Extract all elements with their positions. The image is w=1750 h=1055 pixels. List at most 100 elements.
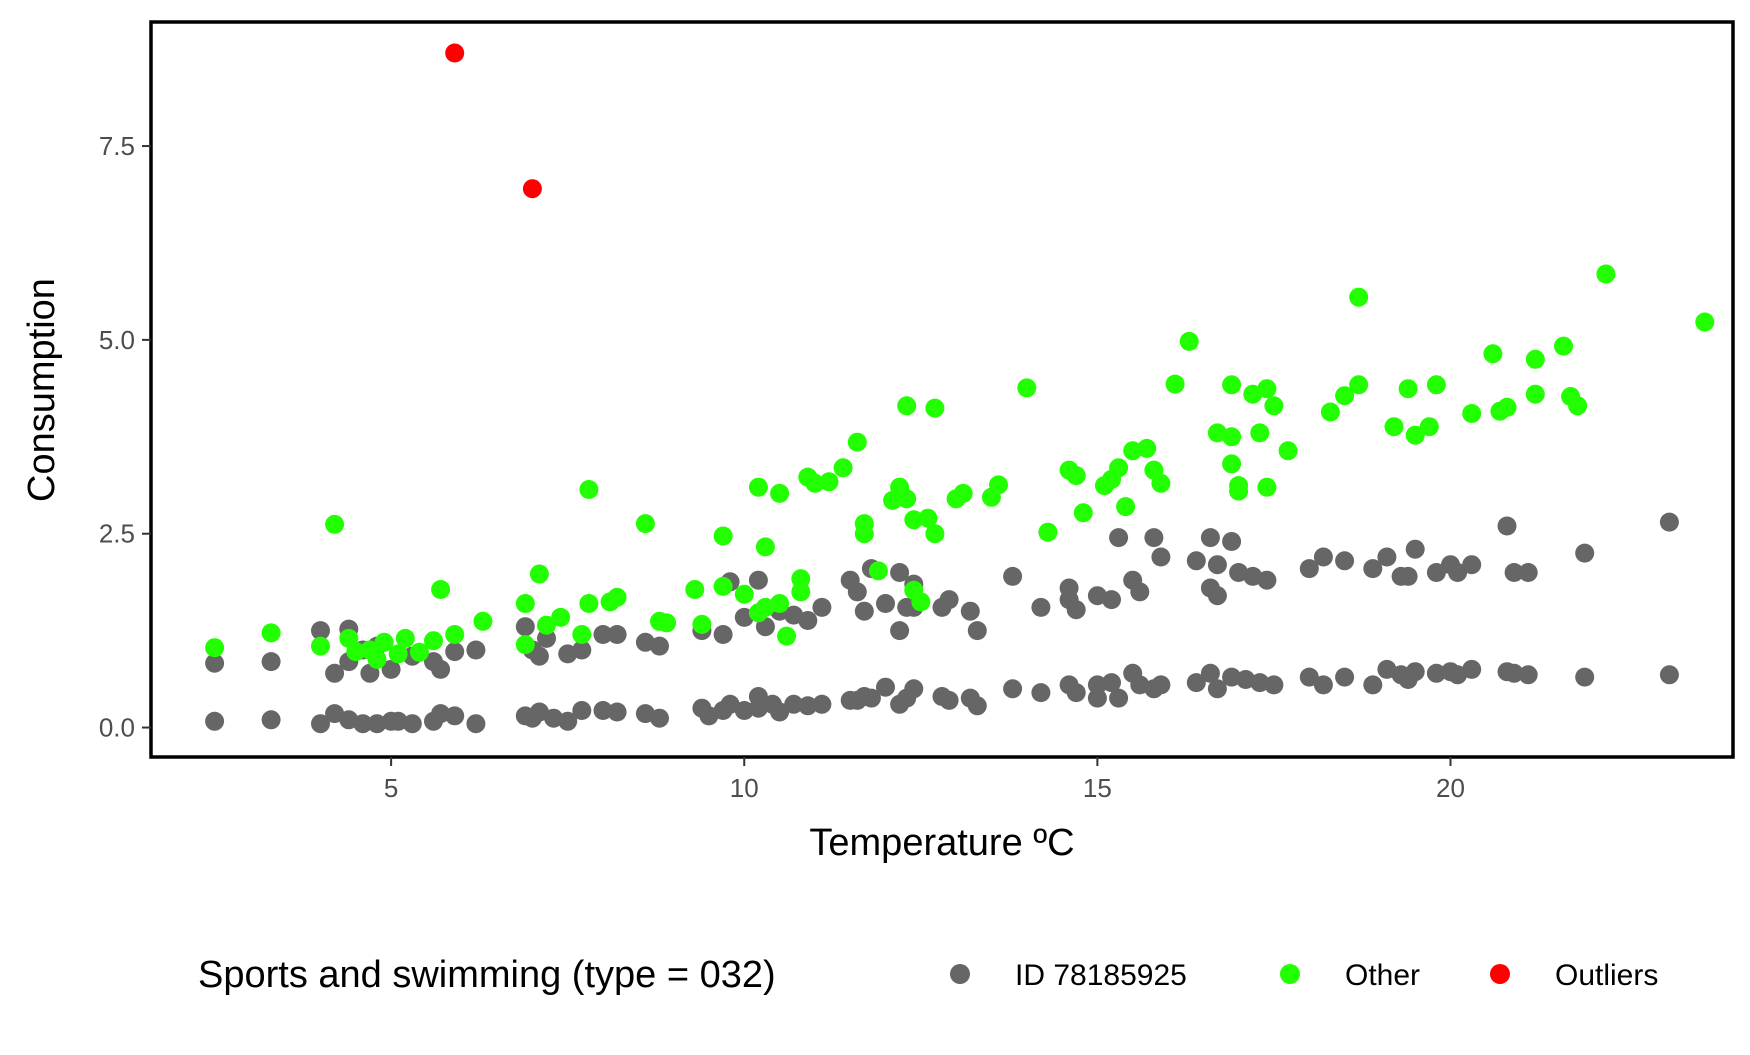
- data-point: [798, 611, 818, 630]
- data-point: [713, 625, 733, 644]
- data-point: [1483, 344, 1503, 364]
- data-point: [1151, 675, 1171, 695]
- data-point: [579, 594, 599, 613]
- data-point: [1087, 675, 1107, 695]
- legend-label-id-78185925: ID 78185925: [1015, 959, 1187, 992]
- data-point: [360, 663, 380, 683]
- data-point: [261, 623, 281, 643]
- data-point: [1518, 563, 1538, 582]
- data-point: [1659, 665, 1679, 685]
- data-point: [812, 597, 832, 617]
- data-point: [1123, 441, 1143, 461]
- data-point: [1405, 539, 1425, 559]
- data-point: [1695, 312, 1715, 332]
- data-point: [1102, 673, 1121, 693]
- legend-title: Sports and swimming (type = 032): [198, 954, 776, 996]
- data-point: [473, 611, 493, 631]
- data-point: [890, 621, 910, 641]
- data-point: [833, 458, 853, 478]
- data-point: [1596, 264, 1616, 284]
- data-point: [381, 659, 401, 679]
- data-point: [1426, 375, 1446, 395]
- legend-key-id-78185925: [950, 964, 970, 984]
- data-point: [1525, 384, 1545, 404]
- data-point: [205, 638, 225, 658]
- x-axis-title: Temperature ºC: [809, 822, 1074, 864]
- data-point: [205, 711, 225, 731]
- legend-label-outliers: Outliers: [1555, 959, 1658, 992]
- data-point: [431, 580, 451, 599]
- data-point: [720, 694, 740, 714]
- data-point: [1038, 522, 1058, 542]
- data-point: [311, 636, 330, 656]
- data-point: [1448, 563, 1468, 582]
- x-axis: 5 10 15 20: [384, 757, 1465, 803]
- y-tick-label: 5.0: [99, 325, 135, 355]
- data-point: [1250, 673, 1270, 693]
- data-point: [1313, 547, 1333, 567]
- data-point: [847, 432, 867, 452]
- data-point: [515, 617, 535, 637]
- y-axis: 0.0 2.5 5.0 7.5: [99, 131, 151, 743]
- data-point: [1299, 667, 1319, 687]
- data-point: [1151, 473, 1171, 493]
- data-point: [325, 704, 345, 724]
- data-point: [1363, 559, 1383, 579]
- data-point: [1257, 570, 1277, 590]
- data-point: [1504, 663, 1524, 683]
- data-point: [1462, 659, 1482, 679]
- data-point: [960, 601, 980, 621]
- data-point: [939, 590, 959, 610]
- data-point: [868, 561, 888, 581]
- data-point: [770, 702, 790, 722]
- data-point: [445, 43, 465, 63]
- data-point: [1419, 417, 1439, 437]
- data-point: [748, 687, 768, 706]
- data-point: [1186, 673, 1206, 693]
- data-point: [515, 635, 535, 655]
- data-point: [819, 472, 839, 492]
- data-point: [1320, 402, 1340, 422]
- data-point: [1398, 566, 1418, 586]
- data-point: [522, 179, 542, 199]
- data-point: [1426, 563, 1446, 582]
- data-point: [409, 642, 429, 662]
- data-point: [325, 514, 345, 534]
- data-point: [713, 526, 733, 546]
- x-tick-label: 10: [730, 773, 759, 803]
- data-point: [431, 659, 451, 679]
- data-point: [1200, 528, 1220, 548]
- data-point: [1031, 597, 1051, 617]
- data-point: [205, 653, 225, 673]
- data-point: [904, 510, 924, 530]
- data-point: [572, 701, 592, 720]
- data-point: [1229, 476, 1249, 496]
- data-point: [897, 489, 917, 509]
- data-point: [861, 688, 881, 708]
- data-point: [607, 702, 627, 722]
- legend: Sports and swimming (type = 032) ID 7818…: [198, 954, 1658, 996]
- data-point: [529, 564, 549, 584]
- data-point: [1497, 516, 1517, 536]
- data-point: [1151, 547, 1171, 567]
- data-point: [367, 649, 387, 669]
- data-point: [466, 640, 486, 660]
- data-point: [1384, 417, 1404, 437]
- data-points: [205, 43, 1715, 734]
- data-point: [1278, 441, 1298, 461]
- data-point: [847, 582, 867, 602]
- data-point: [1497, 397, 1517, 417]
- data-point: [431, 704, 451, 724]
- data-point: [1102, 590, 1121, 610]
- data-point: [346, 642, 366, 662]
- y-axis-title: Consumption: [21, 278, 63, 502]
- data-point: [1405, 662, 1425, 682]
- data-point: [1349, 287, 1369, 307]
- data-point: [558, 711, 578, 731]
- data-point: [579, 480, 599, 499]
- data-point: [1462, 404, 1482, 423]
- data-point: [1335, 551, 1355, 571]
- data-point: [445, 642, 465, 662]
- data-point: [1109, 458, 1129, 478]
